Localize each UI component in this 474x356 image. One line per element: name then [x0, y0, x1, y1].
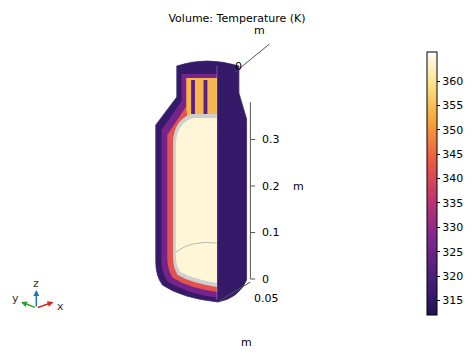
svg-text:355: 355	[442, 99, 463, 112]
svg-text:0.2: 0.2	[262, 180, 280, 193]
svg-text:z: z	[33, 277, 39, 290]
svg-text:0: 0	[262, 273, 269, 286]
svg-text:0: 0	[235, 60, 242, 73]
svg-text:330: 330	[442, 221, 463, 234]
svg-text:x: x	[57, 300, 64, 313]
svg-text:m: m	[241, 336, 252, 349]
svg-text:m: m	[293, 180, 304, 193]
svg-text:335: 335	[442, 197, 463, 210]
svg-text:350: 350	[442, 124, 463, 137]
svg-text:340: 340	[442, 172, 463, 185]
svg-text:0.1: 0.1	[262, 226, 280, 239]
svg-text:0.05: 0.05	[254, 292, 279, 305]
svg-text:m: m	[254, 24, 265, 37]
svg-text:y: y	[12, 292, 19, 305]
svg-text:315: 315	[442, 294, 463, 307]
svg-text:360: 360	[442, 75, 463, 88]
svg-text:345: 345	[442, 148, 463, 161]
svg-text:0.3: 0.3	[262, 133, 280, 146]
svg-text:Volume: Temperature (K): Volume: Temperature (K)	[168, 12, 305, 25]
svg-text:320: 320	[442, 270, 463, 283]
svg-text:325: 325	[442, 246, 463, 259]
